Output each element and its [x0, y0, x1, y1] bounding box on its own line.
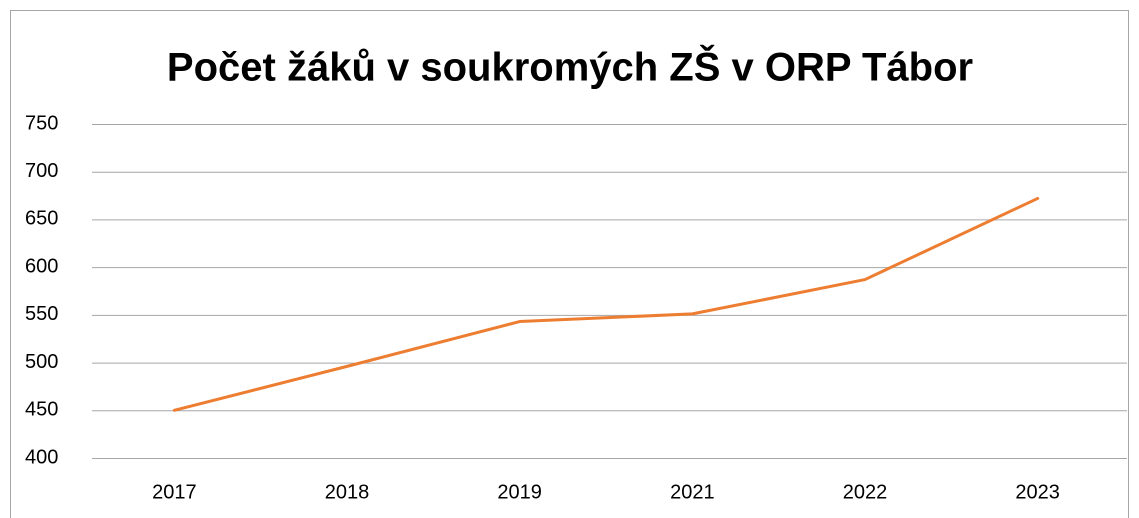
- x-tick-label: 2023: [1015, 481, 1060, 503]
- y-tick-label: 400: [25, 446, 58, 468]
- y-tick-label: 500: [25, 351, 58, 373]
- x-tick-label: 2021: [670, 481, 715, 503]
- y-tick-label: 550: [25, 303, 58, 325]
- x-tick-label: 2019: [497, 481, 542, 503]
- y-tick-label: 700: [25, 160, 58, 182]
- x-tick-label: 2022: [843, 481, 888, 503]
- x-tick-label: 2018: [325, 481, 370, 503]
- chart-title: Počet žáků v soukromých ZŠ v ORP Tábor: [167, 44, 973, 90]
- y-tick-label: 450: [25, 399, 58, 421]
- y-tick-label: 600: [25, 255, 58, 277]
- chart-frame: [10, 10, 1129, 518]
- line-series: [172, 196, 1040, 412]
- x-tick-label: 2017: [152, 481, 197, 503]
- y-tick-label: 750: [25, 112, 58, 134]
- y-tick-label: 650: [25, 208, 58, 230]
